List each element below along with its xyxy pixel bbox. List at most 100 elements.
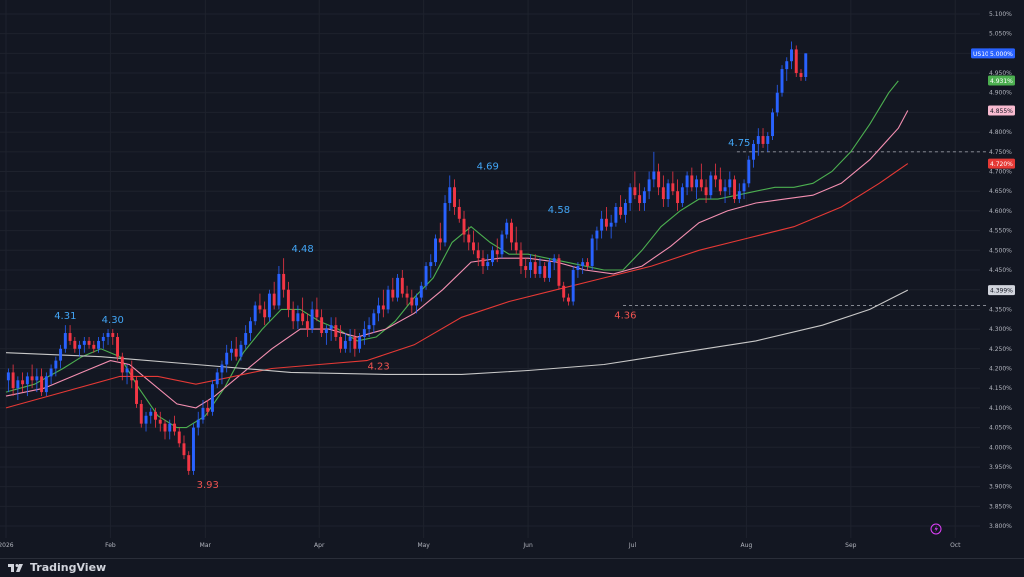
- candle[interactable]: [723, 179, 727, 204]
- candle[interactable]: [642, 187, 646, 211]
- candle[interactable]: [571, 266, 575, 306]
- candle[interactable]: [324, 325, 328, 345]
- candle[interactable]: [547, 258, 551, 282]
- candle[interactable]: [310, 301, 314, 334]
- candle[interactable]: [201, 400, 205, 424]
- candle[interactable]: [291, 301, 295, 330]
- candle[interactable]: [785, 57, 789, 81]
- candle[interactable]: [652, 151, 656, 188]
- candle[interactable]: [500, 230, 504, 259]
- candle[interactable]: [54, 356, 58, 377]
- candle[interactable]: [377, 297, 381, 322]
- candle[interactable]: [187, 451, 191, 475]
- candle[interactable]: [495, 238, 499, 263]
- candle[interactable]: [647, 171, 651, 200]
- candle[interactable]: [476, 242, 480, 267]
- candle[interactable]: [505, 218, 509, 239]
- candle[interactable]: [576, 262, 580, 278]
- candle[interactable]: [135, 376, 138, 408]
- candle[interactable]: [581, 258, 585, 274]
- candle[interactable]: [415, 293, 419, 314]
- candle[interactable]: [742, 179, 746, 200]
- candle[interactable]: [244, 325, 248, 349]
- candle[interactable]: [405, 285, 409, 306]
- candle[interactable]: [210, 380, 214, 416]
- candle[interactable]: [756, 128, 760, 156]
- candle[interactable]: [600, 210, 604, 239]
- candle[interactable]: [358, 333, 362, 353]
- candle[interactable]: [419, 281, 423, 302]
- candle[interactable]: [30, 364, 34, 389]
- candle[interactable]: [761, 128, 765, 148]
- candle[interactable]: [339, 325, 343, 353]
- candle[interactable]: [519, 242, 523, 274]
- candle[interactable]: [604, 206, 608, 231]
- candlesticks[interactable]: [6, 41, 808, 475]
- candle[interactable]: [116, 333, 120, 361]
- candle[interactable]: [101, 333, 105, 349]
- candle[interactable]: [434, 234, 438, 267]
- candle[interactable]: [543, 262, 547, 282]
- candle[interactable]: [263, 301, 267, 326]
- candle[interactable]: [381, 289, 385, 318]
- candle[interactable]: [680, 183, 684, 207]
- candle[interactable]: [206, 400, 210, 416]
- candle[interactable]: [690, 167, 694, 192]
- candle[interactable]: [699, 163, 703, 192]
- candle[interactable]: [248, 317, 252, 341]
- candle[interactable]: [92, 340, 96, 353]
- price-axis[interactable]: 5.100%5.050%5.000%4.950%4.900%4.850%4.80…: [989, 11, 1012, 530]
- candle[interactable]: [396, 273, 400, 302]
- candle[interactable]: [429, 254, 433, 278]
- candle[interactable]: [714, 163, 718, 188]
- candle[interactable]: [638, 183, 642, 211]
- candle[interactable]: [709, 171, 713, 200]
- candle[interactable]: [457, 199, 461, 223]
- candle[interactable]: [49, 364, 53, 385]
- candle[interactable]: [353, 329, 357, 357]
- candle[interactable]: [448, 175, 452, 211]
- candle[interactable]: [106, 329, 110, 345]
- candle[interactable]: [348, 329, 352, 353]
- candle[interactable]: [177, 427, 181, 448]
- candle[interactable]: [6, 368, 10, 393]
- candle[interactable]: [804, 53, 808, 81]
- candle[interactable]: [215, 368, 219, 389]
- candle[interactable]: [11, 364, 15, 397]
- candle[interactable]: [737, 183, 741, 204]
- candle[interactable]: [752, 140, 756, 168]
- candle[interactable]: [234, 336, 238, 361]
- candle[interactable]: [225, 344, 229, 373]
- candle[interactable]: [168, 419, 172, 440]
- candle[interactable]: [272, 281, 276, 310]
- candle[interactable]: [277, 266, 281, 310]
- candle[interactable]: [59, 344, 63, 369]
- candle[interactable]: [718, 167, 722, 196]
- candle[interactable]: [73, 336, 77, 353]
- candle[interactable]: [685, 171, 689, 196]
- candle[interactable]: [467, 226, 471, 251]
- candle[interactable]: [410, 289, 414, 314]
- candle[interactable]: [538, 258, 542, 278]
- candle[interactable]: [747, 155, 751, 188]
- candle[interactable]: [799, 69, 803, 81]
- candle[interactable]: [552, 254, 556, 270]
- candle[interactable]: [676, 179, 680, 211]
- candle[interactable]: [671, 171, 675, 196]
- candle[interactable]: [590, 234, 594, 270]
- candle[interactable]: [510, 218, 513, 251]
- candle[interactable]: [462, 210, 466, 243]
- candle[interactable]: [695, 175, 699, 200]
- candle[interactable]: [728, 171, 732, 196]
- candle[interactable]: [794, 45, 798, 77]
- candle[interactable]: [623, 199, 627, 223]
- candle[interactable]: [130, 360, 134, 389]
- candle[interactable]: [163, 419, 167, 440]
- candle[interactable]: [192, 423, 195, 475]
- candle[interactable]: [790, 41, 793, 70]
- candle[interactable]: [144, 411, 148, 432]
- candle[interactable]: [111, 329, 115, 345]
- candle[interactable]: [253, 301, 257, 326]
- candle[interactable]: [443, 195, 447, 247]
- candle[interactable]: [258, 293, 262, 314]
